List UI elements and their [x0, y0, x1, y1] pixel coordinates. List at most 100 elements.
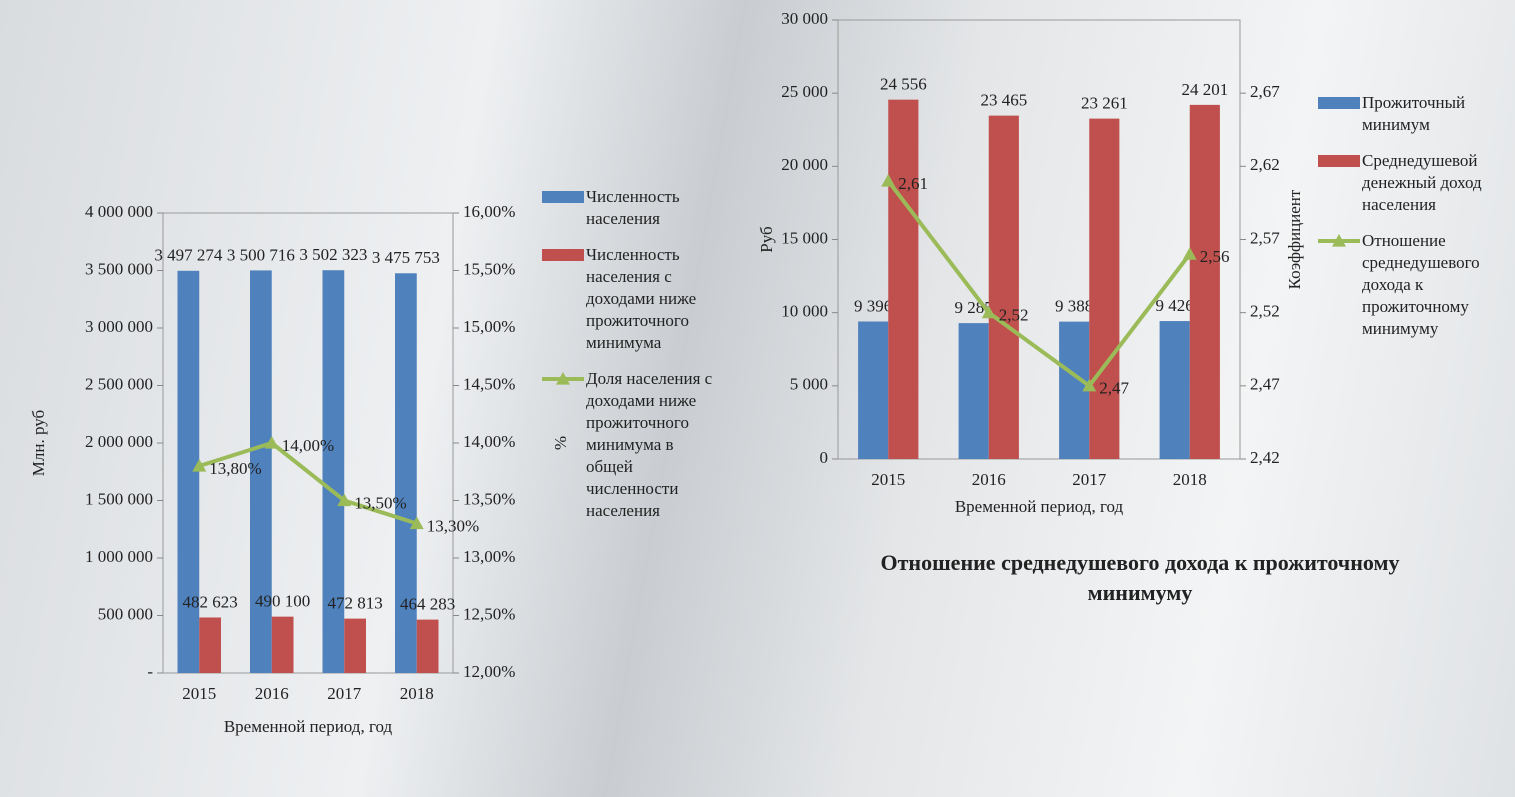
- data-label: 9 388: [1055, 297, 1093, 316]
- marker: [881, 173, 896, 187]
- bar: [344, 618, 366, 673]
- legend-label: Прожиточный минимум: [1362, 93, 1466, 134]
- line: [886, 179, 1192, 389]
- legend-swatch-icon: [542, 249, 584, 261]
- y-tick-label: 3 500 000: [85, 259, 153, 278]
- data-label: 3 502 323: [299, 245, 367, 264]
- x-tick-label: 2015: [182, 684, 216, 703]
- marker: [192, 459, 207, 472]
- y2-tick-label: 2,67: [1250, 82, 1280, 101]
- legend-marker: [1332, 234, 1346, 247]
- chart-title: Отношение среднедушевого дохода к прожит…: [880, 550, 1400, 605]
- legend-item: Среднедушевой денежный доход населения: [1316, 150, 1511, 216]
- data-label: 2,47: [1099, 379, 1129, 398]
- x-tick-label: 2015: [871, 470, 905, 489]
- data-label: 490 100: [255, 592, 310, 611]
- legend-swatch-icon: [542, 191, 584, 203]
- legend-box: [542, 249, 584, 261]
- legend-marker: [556, 372, 570, 385]
- data-label: 2,56: [1200, 247, 1230, 266]
- data-label: 9 396: [854, 296, 892, 315]
- bar: [177, 270, 200, 673]
- legend-swatch: [540, 186, 586, 208]
- x-tick-label: 2018: [1173, 470, 1207, 489]
- y2-tick-label: 15,00%: [463, 317, 515, 336]
- legend-label: Отношение среднедушевого дохода к прожит…: [1362, 231, 1480, 338]
- legend-item: Численность населения: [540, 186, 715, 230]
- data-label: 23 261: [1081, 94, 1128, 113]
- x-tick-label: 2017: [327, 684, 362, 703]
- data-label: 2,61: [898, 174, 928, 193]
- y2-tick-label: 15,50%: [463, 259, 515, 278]
- x-axis-label: Временной период, год: [224, 717, 393, 736]
- bar: [888, 99, 919, 459]
- y-tick-label: 1 500 000: [85, 489, 153, 508]
- legend-label: Численность населения с доходами ниже пр…: [586, 245, 697, 352]
- y-tick-label: -: [147, 662, 153, 681]
- y-tick-label: 20 000: [781, 155, 828, 174]
- bar: [271, 616, 294, 673]
- legend-box: [542, 191, 584, 203]
- y2-tick-label: 2,57: [1250, 228, 1280, 247]
- data-label: 14,00%: [282, 436, 334, 455]
- bar: [250, 270, 272, 673]
- legend-item: Отношение среднедушевого дохода к прожит…: [1316, 230, 1511, 340]
- data-label: 13,80%: [209, 459, 261, 478]
- legend-swatch: [540, 244, 586, 266]
- y2-tick-label: 14,00%: [463, 432, 515, 451]
- y2-tick-label: 12,00%: [463, 662, 515, 681]
- bar: [988, 115, 1019, 459]
- legend-box: [1318, 97, 1360, 109]
- data-label: 482 623: [183, 592, 238, 611]
- legend-item: Доля населения с доходами ниже прожиточн…: [540, 368, 715, 522]
- data-label: 24 201: [1181, 80, 1228, 99]
- y-tick-label: 500 000: [98, 604, 153, 623]
- chart: 0 5 000 10 000 15 000 20 000 25 000 30 000 2,42…: [757, 9, 1304, 516]
- bar: [958, 323, 989, 459]
- bar: [858, 321, 889, 459]
- data-label: 24 556: [880, 75, 927, 94]
- x-tick-label: 2016: [255, 684, 289, 703]
- y-axis-label: Млн. руб: [29, 410, 48, 476]
- y2-axis-label: %: [551, 436, 570, 450]
- line: [198, 440, 418, 526]
- legend-label: Численность населения: [586, 187, 680, 228]
- legend-item: Прожиточный минимум: [1316, 92, 1511, 136]
- marker: [981, 305, 996, 319]
- data-label: 464 283: [400, 595, 455, 614]
- data-label: 2,52: [999, 306, 1029, 325]
- bar: [1189, 104, 1220, 459]
- y2-tick-label: 16,00%: [463, 202, 515, 221]
- bar: [199, 617, 221, 673]
- y2-tick-label: 13,00%: [463, 547, 515, 566]
- x-axis-label: Временной период, год: [955, 497, 1124, 516]
- data-label: 3 475 753: [372, 248, 440, 267]
- marker: [1082, 378, 1097, 392]
- y2-tick-label: 2,42: [1250, 448, 1280, 467]
- legend-swatch-icon: [1318, 155, 1360, 167]
- legend-item: Численность населения с доходами ниже пр…: [540, 244, 715, 354]
- legend-swatch: [1316, 92, 1362, 114]
- legend-swatch: [1316, 230, 1362, 252]
- data-label: 3 497 274: [154, 246, 223, 265]
- y-tick-label: 25 000: [781, 82, 828, 101]
- legend-label: Среднедушевой денежный доход населения: [1362, 151, 1482, 214]
- bar: [1159, 321, 1190, 459]
- data-label: 3 500 716: [227, 245, 295, 264]
- data-label: 472 813: [328, 594, 383, 613]
- legend-swatch: [1316, 150, 1362, 172]
- chart: - 500 000 1 000 000 1 500 000 2 000 000 2 500…: [29, 202, 570, 736]
- marker: [1182, 247, 1197, 260]
- x-tick-label: 2016: [972, 470, 1006, 489]
- bar: [416, 619, 439, 673]
- y-tick-label: 5 000: [790, 375, 828, 394]
- legend-label: Доля населения с доходами ниже прожиточн…: [586, 369, 713, 520]
- marker: [337, 493, 352, 507]
- legend-swatch-icon: [1318, 97, 1360, 109]
- x-tick-label: 2018: [400, 684, 434, 703]
- bar: [322, 270, 345, 673]
- legend-swatch-icon: [1318, 234, 1360, 247]
- y2-tick-label: 2,52: [1250, 302, 1280, 321]
